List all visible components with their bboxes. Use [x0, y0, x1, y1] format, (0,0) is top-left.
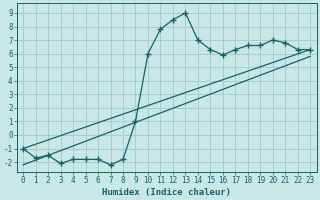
X-axis label: Humidex (Indice chaleur): Humidex (Indice chaleur) [102, 188, 231, 197]
